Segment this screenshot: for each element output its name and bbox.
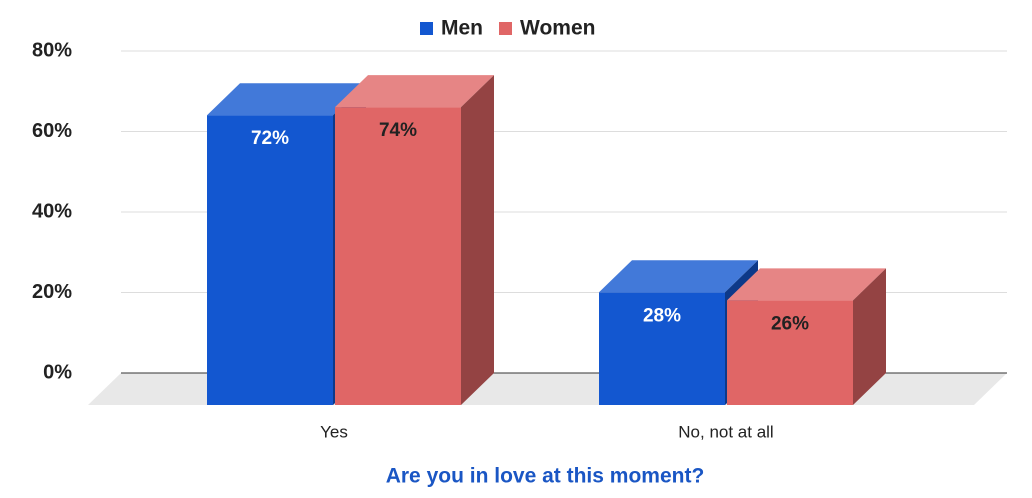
value-label: 72% <box>251 128 289 149</box>
bar-side <box>461 75 494 406</box>
y-tick-label: 20% <box>32 281 72 303</box>
value-label: 74% <box>379 120 417 141</box>
bar-top <box>599 260 758 293</box>
legend-label: Men <box>441 17 483 40</box>
bar-top <box>335 75 494 108</box>
bar-side <box>853 268 886 405</box>
bar <box>207 115 333 405</box>
value-label: 26% <box>771 313 809 334</box>
legend-label: Women <box>520 17 595 40</box>
y-tick-label: 80% <box>32 39 72 61</box>
y-tick-label: 60% <box>32 120 72 142</box>
bar-top <box>207 83 366 116</box>
bar <box>599 292 725 405</box>
x-tick-label: Yes <box>320 422 348 441</box>
legend-swatch <box>499 22 512 35</box>
x-axis-title: Are you in love at this moment? <box>386 465 705 488</box>
bar-top <box>727 268 886 301</box>
bar <box>727 300 853 405</box>
bar <box>335 107 461 406</box>
x-tick-label: No, not at all <box>678 422 773 441</box>
y-tick-label: 40% <box>32 200 72 222</box>
value-label: 28% <box>643 305 681 326</box>
y-tick-label: 0% <box>43 361 72 383</box>
legend-swatch <box>420 22 433 35</box>
